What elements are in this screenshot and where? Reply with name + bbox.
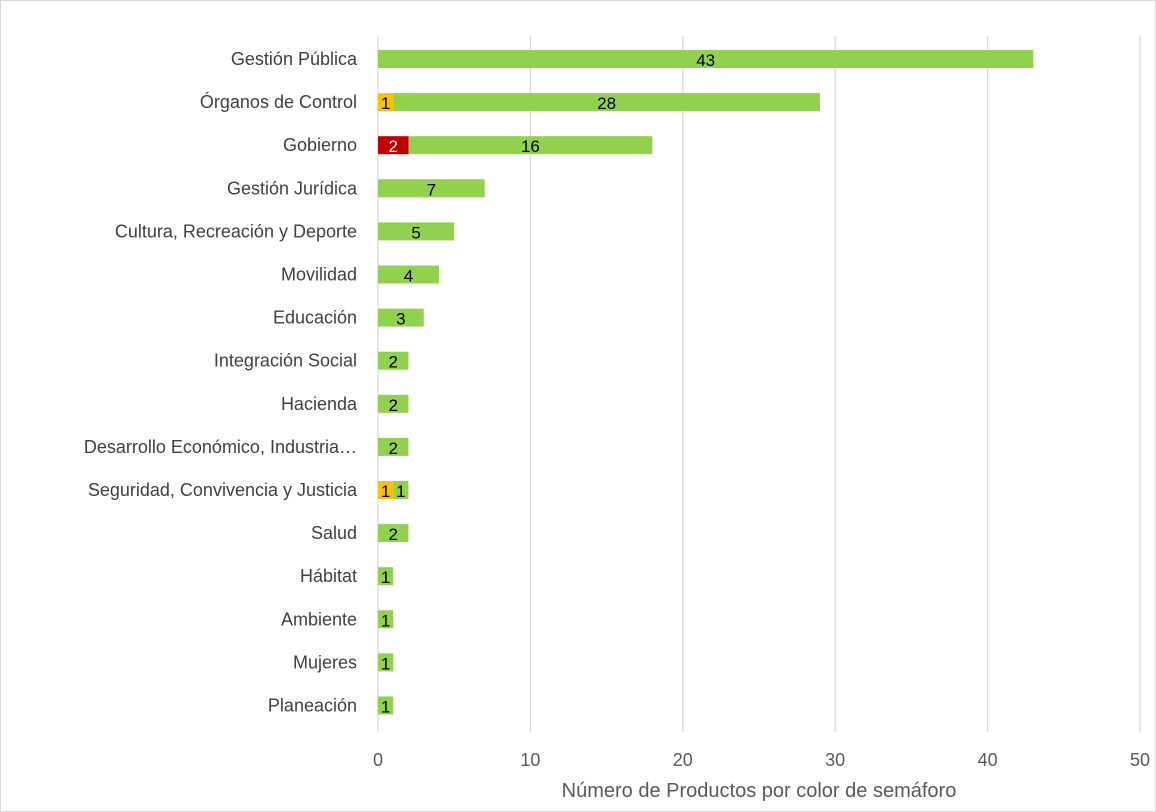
bar-segment	[393, 93, 820, 112]
category-label: Gobierno	[283, 135, 357, 155]
bar-segment	[378, 481, 394, 499]
bar-segment	[378, 524, 409, 543]
bar-segment	[378, 308, 424, 327]
bar-segment	[378, 265, 439, 284]
data-label: 7	[427, 180, 436, 199]
x-axis-title: Número de Productos por color de semáfor…	[562, 780, 957, 802]
data-label: 1	[381, 94, 390, 113]
data-label: 43	[696, 51, 715, 70]
data-label: 5	[411, 223, 420, 242]
category-label: Gestión Pública	[231, 49, 358, 69]
x-tick-label: 30	[825, 750, 845, 770]
data-label: 3	[396, 310, 405, 329]
category-label: Ambiente	[281, 609, 357, 629]
category-label: Planeación	[268, 696, 357, 716]
category-label: Órganos de Control	[200, 91, 357, 112]
bar-segment	[393, 481, 409, 499]
data-label: 2	[389, 439, 398, 458]
x-tick-label: 10	[520, 750, 540, 770]
data-label: 1	[381, 568, 390, 587]
category-label: Mujeres	[293, 652, 357, 672]
bar-segment	[378, 567, 394, 586]
x-tick-label: 40	[978, 750, 998, 770]
bar-segment	[378, 610, 394, 629]
bar-segment	[378, 222, 455, 241]
category-label: Desarrollo Económico, Industria…	[84, 437, 357, 457]
data-label: 28	[597, 94, 616, 113]
data-label: 16	[521, 137, 540, 156]
bar-segment	[378, 50, 1034, 68]
bar-segment	[378, 351, 409, 370]
category-label: Hábitat	[300, 566, 357, 586]
category-label: Gestión Jurídica	[227, 178, 358, 198]
bar-segment	[378, 394, 409, 413]
bar-segment	[378, 437, 409, 456]
bars	[378, 50, 1034, 715]
bar-segment	[378, 696, 394, 715]
x-tick-label: 50	[1130, 750, 1150, 770]
data-label: 2	[389, 525, 398, 544]
category-label: Educación	[273, 308, 357, 328]
category-label: Integración Social	[214, 351, 357, 371]
category-label: Cultura, Recreación y Deporte	[115, 221, 357, 241]
data-label: 2	[389, 353, 398, 372]
bar-segment	[378, 136, 409, 155]
data-label: 2	[389, 137, 398, 156]
x-tick-labels: 0 10 20 30 40 50	[373, 750, 1150, 770]
data-label: 1	[396, 482, 405, 501]
data-label: 1	[381, 482, 390, 501]
category-label: Movilidad	[281, 265, 357, 285]
data-label: 2	[389, 396, 398, 415]
bar-segment	[378, 179, 485, 198]
x-tick-label: 0	[373, 750, 383, 770]
data-label: 1	[381, 611, 390, 630]
x-tick-label: 20	[673, 750, 693, 770]
bar-segment	[378, 653, 394, 672]
category-label: Seguridad, Convivencia y Justicia	[88, 480, 358, 500]
category-label: Hacienda	[281, 394, 358, 414]
category-labels: Gestión Pública Órganos de Control Gobiern…	[84, 49, 358, 716]
data-label: 1	[381, 654, 390, 673]
bar-segment	[408, 136, 653, 155]
data-label: 4	[404, 267, 413, 286]
bar-segment	[378, 93, 394, 112]
data-label: 1	[381, 698, 390, 717]
category-label: Salud	[311, 523, 357, 543]
